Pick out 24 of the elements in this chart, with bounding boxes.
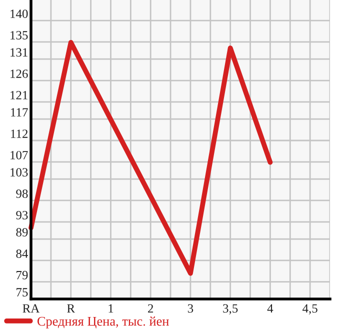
x-tick-label: 3 [188,304,194,313]
y-tick-label: 131 [10,48,28,57]
x-tick-label: 4 [267,304,274,313]
y-tick-label: 84 [16,249,28,258]
x-tick-label: RA [22,304,40,313]
y-tick-label: 140 [10,10,28,18]
y-tick-label: 79 [16,270,28,280]
x-tick-label: 2 [148,304,154,313]
y-tick-label: 112 [11,130,28,138]
x-tick-label: 1 [108,304,114,313]
y-tick-label: 117 [11,108,28,116]
y-tick-label: 135 [10,31,28,40]
x-tick-label: R [67,304,76,313]
y-tick-label: 121 [10,91,28,100]
y-tick-label: 93 [16,210,28,220]
x-tick-label: 3,5 [223,304,238,314]
x-tick-label: 4,5 [302,304,318,314]
y-tick-label: 75 [16,288,28,296]
y-tick-label: 98 [16,190,28,198]
y-tick-label: 103 [10,168,28,177]
y-tick-label: 126 [10,70,28,78]
y-tick-label: 89 [16,228,28,236]
legend-label: Средняя Цена, тыс. йен [37,316,169,328]
y-tick-label: 107 [10,150,28,160]
